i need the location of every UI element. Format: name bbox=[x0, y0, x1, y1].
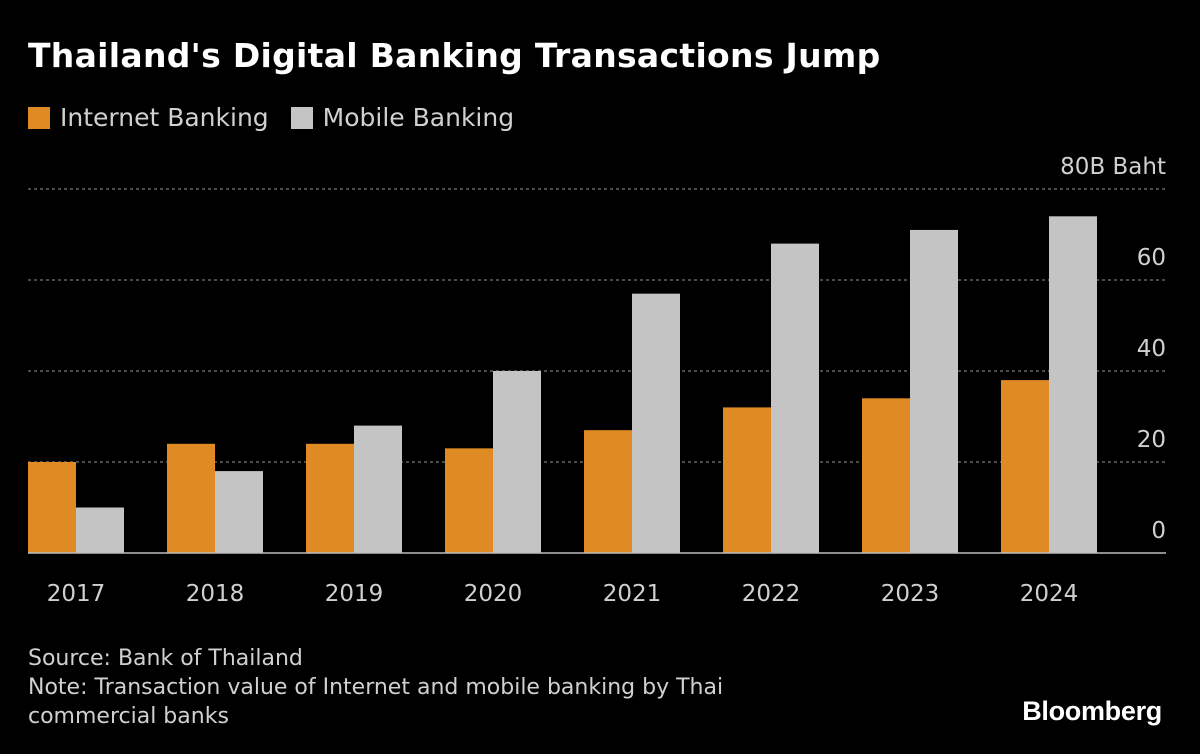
bar-internet-banking-2017 bbox=[28, 462, 76, 553]
y-tick-label: 40 bbox=[1137, 336, 1166, 362]
legend-item-mobile-banking: Mobile Banking bbox=[290, 103, 515, 132]
bar-mobile-banking-2023 bbox=[910, 229, 958, 553]
y-tick-label: 60 bbox=[1137, 245, 1166, 271]
chart-footer: Source: Bank of Thailand Note: Transacti… bbox=[28, 644, 828, 731]
x-tick-label: 2020 bbox=[464, 581, 523, 607]
legend-swatch-internet-banking bbox=[28, 106, 50, 129]
legend-item-internet-banking: Internet Banking bbox=[28, 103, 269, 132]
y-tick-label: 20 bbox=[1137, 427, 1166, 453]
bar-mobile-banking-2024 bbox=[1049, 216, 1097, 554]
x-tick-label: 2024 bbox=[1020, 581, 1079, 607]
bar-mobile-banking-2017 bbox=[76, 507, 124, 553]
bar-mobile-banking-2020 bbox=[493, 371, 541, 553]
axes: 0 20 40 60 80B Baht 2017 2018 2019 2020 2021 2022 2… bbox=[28, 154, 1166, 607]
bar-chart: 0 20 40 60 80B Baht 2017 2018 2019 2020 2021 2022 2… bbox=[28, 154, 1166, 607]
legend-label-mobile-banking: Mobile Banking bbox=[322, 103, 515, 132]
gridlines bbox=[28, 188, 1166, 463]
legend-swatch-mobile-banking bbox=[290, 106, 313, 129]
bar-internet-banking-2021 bbox=[584, 430, 632, 553]
x-tick-label: 2022 bbox=[742, 581, 801, 607]
bar-internet-banking-2019 bbox=[306, 443, 354, 553]
bar-mobile-banking-2022 bbox=[771, 243, 819, 553]
bar-internet-banking-2023 bbox=[862, 398, 910, 553]
bar-mobile-banking-2021 bbox=[632, 293, 680, 553]
chart-title: Thailand's Digital Banking Transactions … bbox=[28, 36, 881, 75]
x-tick-label: 2017 bbox=[47, 581, 106, 607]
legend: Internet Banking Mobile Banking bbox=[28, 103, 536, 132]
note-text: Note: Transaction value of Internet and … bbox=[28, 675, 724, 729]
x-tick-label: 2019 bbox=[325, 581, 384, 607]
bar-mobile-banking-2019 bbox=[354, 425, 402, 553]
y-tick-label: 0 bbox=[1151, 518, 1166, 544]
x-tick-label: 2021 bbox=[603, 581, 662, 607]
bar-internet-banking-2018 bbox=[167, 443, 215, 553]
bar-mobile-banking-2018 bbox=[215, 471, 263, 553]
bar-internet-banking-2024 bbox=[1001, 380, 1049, 553]
bars bbox=[28, 216, 1097, 554]
bar-internet-banking-2020 bbox=[445, 448, 493, 553]
bloomberg-logo: Bloomberg bbox=[1022, 696, 1162, 726]
x-tick-label: 2018 bbox=[186, 581, 245, 607]
source-text: Source: Bank of Thailand bbox=[28, 646, 303, 671]
legend-label-internet-banking: Internet Banking bbox=[60, 103, 269, 132]
x-tick-label: 2023 bbox=[881, 581, 940, 607]
bar-internet-banking-2022 bbox=[723, 407, 771, 553]
y-tick-label: 80B Baht bbox=[1060, 154, 1166, 180]
